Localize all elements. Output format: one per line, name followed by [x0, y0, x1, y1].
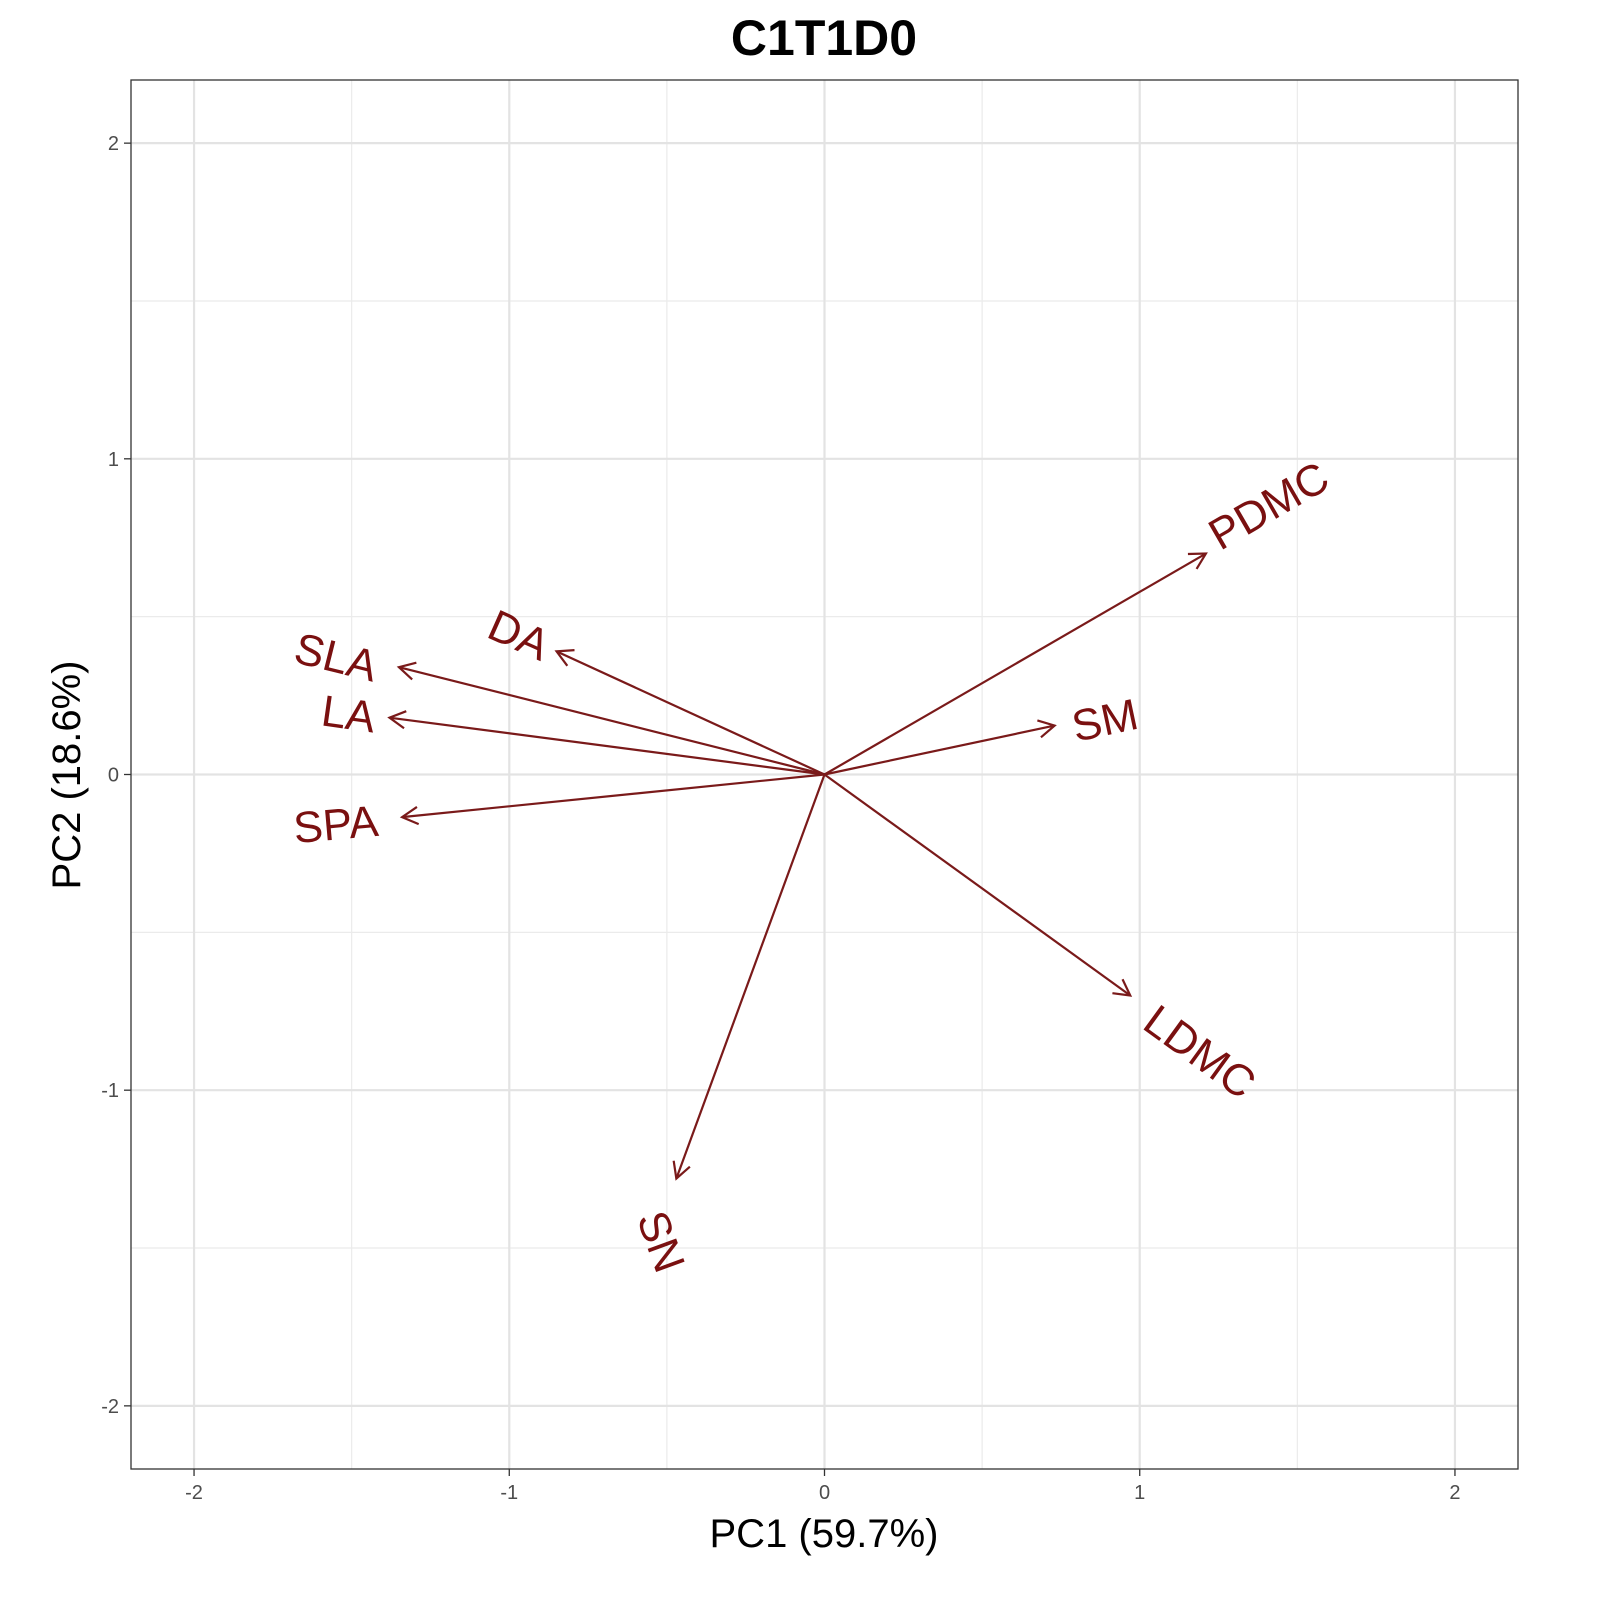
y-axis-title: PC2 (18.6%) — [45, 661, 89, 890]
y-tick-label: -2 — [101, 1396, 119, 1418]
vector-arrow-pdmc — [823, 552, 1207, 776]
vector-arrowhead-sn — [672, 1160, 691, 1181]
vector-arrow-sla — [398, 666, 825, 776]
vector-label-spa: SPA — [292, 797, 381, 853]
x-tick-label: 0 — [819, 1482, 830, 1504]
vector-arrowhead-ldmc — [1112, 978, 1133, 997]
vector-arrow-sn — [675, 774, 826, 1179]
y-tick-label: 1 — [108, 449, 119, 471]
vector-arrow-ldmc — [823, 773, 1131, 997]
vector-arrow-spa — [401, 773, 825, 819]
y-tick-label: -1 — [101, 1080, 119, 1102]
vector-arrow-la — [389, 716, 825, 776]
x-tick-label: 1 — [1134, 1482, 1145, 1504]
vector-label-da: DA — [481, 601, 557, 671]
y-tick-label: 0 — [108, 765, 119, 787]
vector-label-pdmc: PDMC — [1201, 453, 1338, 560]
vector-label-la: LA — [318, 687, 379, 743]
chart-title: C1T1D0 — [731, 10, 917, 66]
vector-arrowhead-sm — [1037, 719, 1057, 739]
y-tick-label: 2 — [108, 133, 119, 155]
grid-lines — [131, 80, 1518, 1469]
vector-arrowhead-sla — [396, 661, 417, 681]
axis-ticks: -2 -1 0 1 2 -2 -1 0 1 2 — [101, 133, 1460, 1504]
vector-label-ldmc: LDMC — [1135, 996, 1265, 1109]
x-axis-title: PC1 (59.7%) — [710, 1512, 939, 1556]
plot-panel-border — [130, 79, 1519, 1470]
vector-arrowhead-da — [554, 649, 575, 667]
x-tick-label: -2 — [185, 1482, 203, 1504]
vector-arrowhead-pdmc — [1187, 552, 1208, 570]
vector-arrow-da — [556, 650, 825, 776]
vector-label-sm: SM — [1068, 690, 1143, 752]
x-tick-label: 2 — [1449, 1482, 1460, 1504]
vector-arrowhead-spa — [399, 806, 420, 826]
x-tick-label: -1 — [500, 1482, 518, 1504]
vector-arrowhead-la — [387, 710, 407, 730]
vector-label-sn: SN — [627, 1205, 694, 1279]
vector-label-sla: SLA — [290, 624, 383, 692]
vector-arrow-sm — [824, 724, 1055, 776]
